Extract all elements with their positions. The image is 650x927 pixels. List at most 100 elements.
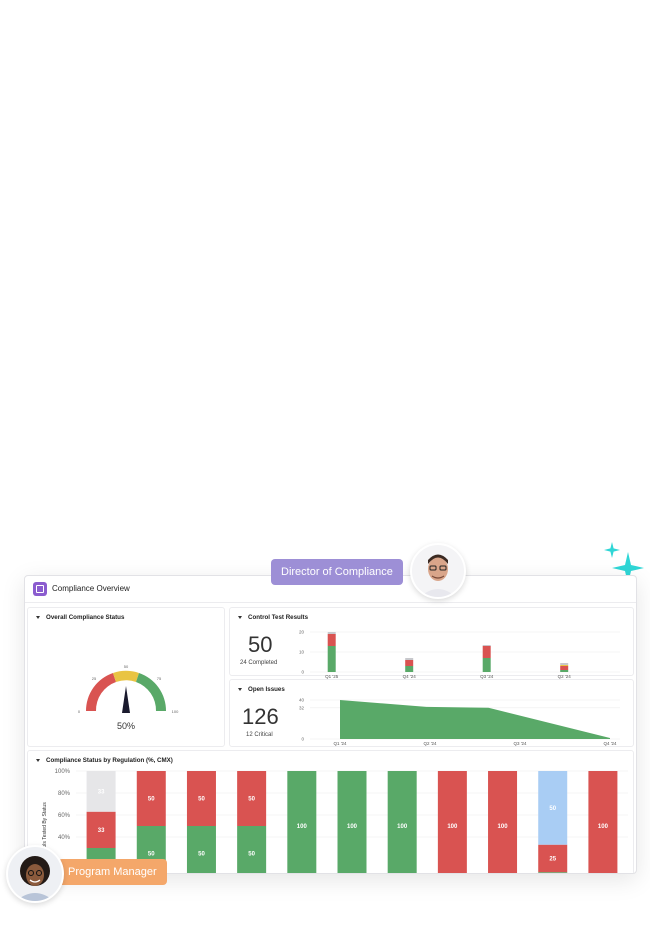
- overall-compliance-title[interactable]: Overall Compliance Status: [36, 614, 124, 621]
- bar-segment: [327, 646, 336, 672]
- x-tick-label: Q2 '24: [558, 674, 572, 679]
- segment-label: 50: [248, 852, 255, 858]
- person-avatar-icon: [412, 545, 464, 597]
- gauge-tick-25: 25: [92, 676, 97, 681]
- dashboard-header: Compliance Overview: [25, 576, 636, 603]
- control-test-title[interactable]: Control Test Results: [238, 614, 308, 621]
- segment-label: 33: [98, 789, 105, 795]
- column-segment: [136, 771, 166, 826]
- program-manager-avatar: [6, 845, 64, 903]
- control-test-panel: Control Test Results 50 24 Completed 20 1…: [229, 607, 634, 679]
- bar-segment: [405, 666, 414, 672]
- column-segment: [337, 771, 367, 873]
- person-avatar-icon: [8, 847, 62, 901]
- control-test-completed: 24 Completed: [240, 660, 278, 666]
- page-title: Compliance Overview: [52, 584, 130, 593]
- open-issues-title[interactable]: Open Issues: [238, 686, 285, 693]
- column-segment: [488, 771, 518, 873]
- segment-label: 25: [549, 856, 556, 862]
- collapse-caret-icon[interactable]: [238, 615, 242, 619]
- column-segment: [538, 872, 568, 873]
- bar-segment: [560, 665, 569, 666]
- y-tick-label: 100%: [55, 769, 71, 775]
- segment-label: 100: [397, 824, 408, 830]
- column-segment: [538, 844, 568, 873]
- column-segment: [237, 771, 267, 826]
- regulation-title[interactable]: Compliance Status by Regulation (%, CMX): [36, 757, 173, 764]
- bar-segment: [482, 645, 491, 646]
- x-tick-label: Q1 '24: [333, 741, 347, 746]
- x-tick-label: Q3 '24: [513, 741, 527, 746]
- director-avatar: [410, 543, 466, 599]
- segment-label: 50: [549, 806, 556, 812]
- regulation-panel: Compliance Status by Regulation (%, CMX)…: [27, 750, 634, 873]
- y-tick-label: 32: [299, 705, 305, 710]
- y-tick-label: 20: [299, 630, 305, 635]
- role-badge-program-manager: Program Manager: [58, 859, 167, 885]
- x-tick-label: Q4 '24: [403, 674, 417, 679]
- x-tick-label: Q3 '24: [480, 674, 494, 679]
- bar-segment: [327, 634, 336, 646]
- bar-segment: [482, 658, 491, 672]
- y-axis-label: Controls Tested By Status: [42, 802, 48, 860]
- open-issues-chart: 40 32 0 Q1 '24 Q2 '24 Q3 '24 Q4 '24: [299, 698, 620, 746]
- issues-area: [340, 700, 610, 739]
- bar-segment: [327, 632, 336, 634]
- column-segment: [588, 771, 618, 873]
- column-segment: [186, 771, 216, 826]
- collapse-caret-icon[interactable]: [238, 687, 242, 691]
- control-test-chart: 20 10 0 Q1 '25 Q4 '24 Q3 '24 Q2 '24: [299, 630, 620, 679]
- collapse-caret-icon[interactable]: [36, 758, 40, 762]
- y-tick-label: 0: [301, 670, 304, 675]
- segment-label: 100: [447, 824, 458, 830]
- overall-compliance-panel: Overall Compliance Status 0 25 50 75 100…: [27, 607, 225, 747]
- gauge-green-arc: [136, 673, 167, 711]
- segment-label: 50: [248, 797, 255, 803]
- column-segment: [387, 771, 417, 873]
- gauge-yellow-arc: [113, 670, 139, 682]
- open-issues-total: 126: [242, 704, 279, 729]
- control-test-total: 50: [248, 632, 273, 657]
- compliance-gauge: 0 25 50 75 100 50%: [78, 664, 179, 731]
- segment-label: 33: [98, 828, 105, 834]
- segment-label: 100: [347, 824, 358, 830]
- bar-segment: [560, 663, 569, 665]
- role-badge-director: Director of Compliance: [271, 559, 403, 585]
- bar-segment: [560, 670, 569, 672]
- segment-label: 50: [148, 797, 155, 803]
- regulation-chart: 100% 80% 60% 40% Controls Tested By Status 33…: [42, 769, 628, 873]
- gauge-tick-100: 100: [172, 709, 179, 714]
- bar-segment: [405, 660, 414, 666]
- column-segment: [287, 771, 317, 873]
- open-issues-critical: 12 Critical: [246, 732, 273, 738]
- y-tick-label: 60%: [58, 813, 71, 819]
- segment-label: 100: [498, 824, 509, 830]
- x-tick-label: Q1 '25: [325, 674, 339, 679]
- segment-label: 50: [198, 797, 205, 803]
- collapse-caret-icon[interactable]: [36, 615, 40, 619]
- column-segment: [186, 826, 216, 873]
- segment-label: 100: [297, 824, 308, 830]
- column-segment: [86, 771, 116, 812]
- gauge-tick-0: 0: [78, 709, 81, 714]
- bar-segment: [405, 658, 414, 660]
- segment-label: 50: [148, 852, 155, 858]
- column-segment: [86, 811, 116, 848]
- column-segment: [538, 771, 568, 845]
- column-segment: [437, 771, 467, 873]
- bar-segment: [482, 646, 491, 658]
- segment-label: 50: [198, 852, 205, 858]
- bar-segment: [560, 666, 569, 670]
- column-segment: [237, 826, 267, 873]
- y-tick-label: 10: [299, 650, 305, 655]
- gauge-value: 50%: [117, 721, 135, 731]
- segment-label: 100: [598, 824, 609, 830]
- y-tick-label: 40: [299, 698, 305, 703]
- y-tick-label: 0: [301, 737, 304, 742]
- gauge-needle: [122, 686, 130, 713]
- y-tick-label: 40%: [58, 835, 71, 841]
- gauge-red-arc: [85, 673, 116, 711]
- x-tick-label: Q4 '24: [603, 741, 617, 746]
- open-issues-panel: Open Issues 126 12 Critical 40 32 0 Q1 '24 Q…: [229, 679, 634, 747]
- gauge-tick-75: 75: [157, 676, 162, 681]
